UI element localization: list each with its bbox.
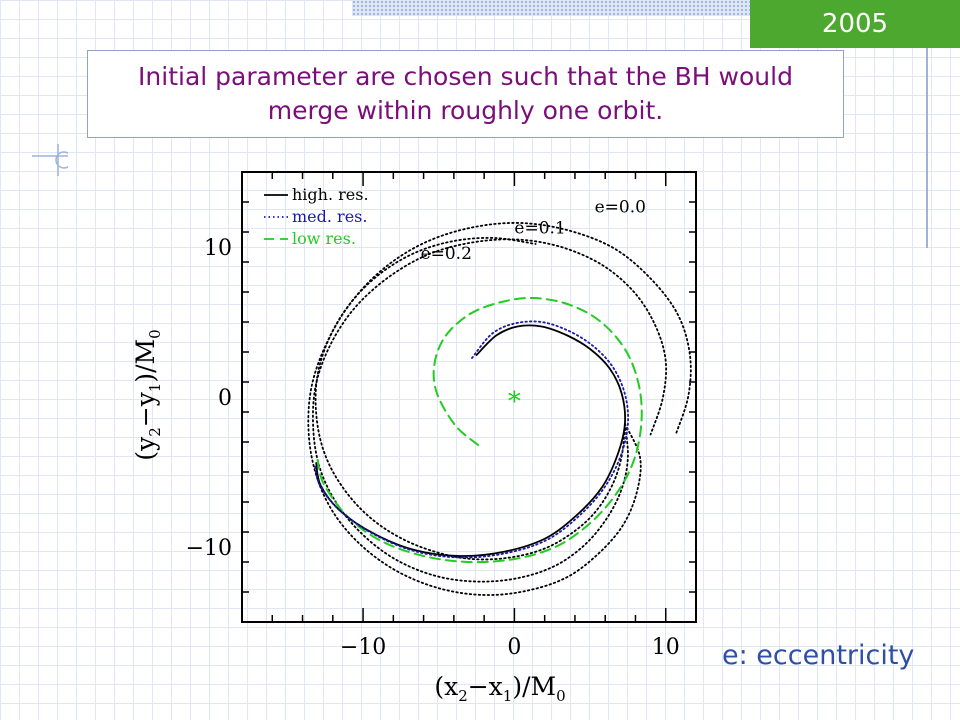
x-tick-label: 0: [507, 635, 521, 660]
chart-legend: high. res. med. res. low res.: [264, 185, 369, 248]
chart-series: *: [307, 222, 692, 596]
corner-ornament-icon: [32, 144, 68, 176]
series-low-res: [316, 296, 643, 564]
title-box: Initial parameter are chosen such that t…: [87, 50, 844, 138]
slide-title: Initial parameter are chosen such that t…: [138, 62, 793, 125]
legend-entry: high. res.: [292, 185, 369, 204]
year-badge: 2005: [750, 0, 960, 48]
x-tick-label: −10: [340, 635, 386, 660]
series-e-0-2: [314, 236, 626, 561]
series-med-res: [313, 320, 630, 559]
eccentricity-caption: e: eccentricity: [722, 640, 915, 671]
annotation-label: e=0.2: [421, 244, 472, 264]
y-tick-label: 0: [218, 386, 232, 411]
series-e-0-1: [312, 238, 668, 583]
top-dotted-band: [352, 0, 750, 16]
x-tick-label: 10: [652, 635, 680, 660]
plot-frame: [241, 171, 697, 623]
chart-annotations: e=0.0 e=0.1 e=0.2: [421, 198, 646, 265]
annotation-label: e=0.1: [514, 219, 565, 239]
series-high-res: [315, 324, 626, 557]
x-axis-label: (x2−x1)/M0: [434, 672, 565, 705]
annotation-label: e=0.0: [595, 198, 646, 218]
center-star-marker: *: [508, 387, 521, 417]
y-tick-label: −10: [186, 536, 232, 561]
right-divider: [926, 48, 928, 248]
y-tick-label: 10: [204, 236, 232, 261]
y-axis-label: (y2−y1)/M0: [131, 329, 164, 460]
orbit-chart: −10 0 10 −10 0 10 * e=0.0 e=0.1 e=0.2 high. res…: [131, 171, 697, 705]
legend-entry: med. res.: [292, 207, 367, 226]
legend-entry: low res.: [292, 229, 356, 248]
chart-axes: −10 0 10 −10 0 10: [186, 171, 697, 660]
series-e-0-0: [307, 222, 692, 596]
